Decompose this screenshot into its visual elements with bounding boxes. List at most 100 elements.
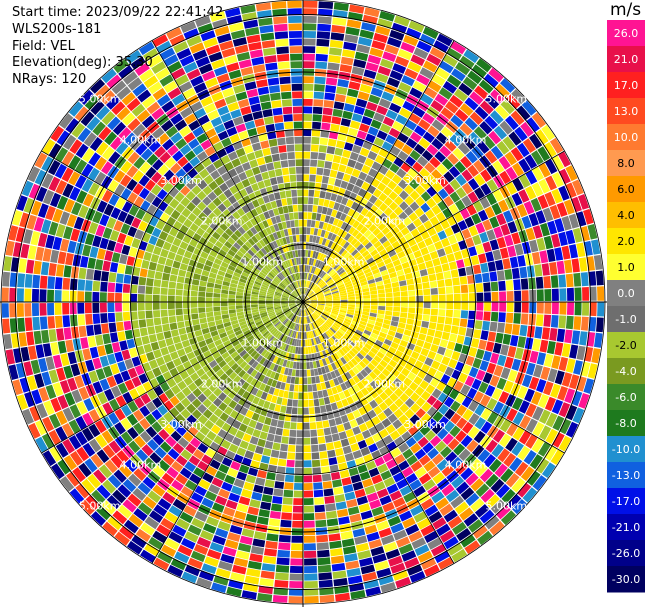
velocity-gate — [314, 251, 319, 259]
velocity-gate — [141, 259, 150, 269]
velocity-gate — [368, 316, 377, 321]
velocity-gate — [140, 393, 151, 405]
velocity-gate — [381, 226, 391, 236]
velocity-gate — [216, 33, 232, 44]
velocity-gate — [317, 298, 325, 301]
velocity-gate — [288, 15, 302, 23]
velocity-gate — [514, 126, 528, 142]
velocity-gate — [303, 430, 311, 438]
velocity-gate — [354, 161, 364, 171]
velocity-gate — [372, 343, 381, 351]
velocity-gate — [414, 448, 427, 460]
velocity-gate — [440, 219, 450, 230]
velocity-gate — [231, 257, 240, 265]
velocity-gate — [268, 138, 278, 147]
velocity-gate — [269, 233, 276, 242]
velocity-gate — [382, 51, 397, 62]
velocity-gate — [174, 254, 183, 263]
velocity-gate — [335, 195, 343, 204]
velocity-gate — [399, 510, 413, 522]
velocity-gate — [317, 305, 325, 308]
velocity-gate — [272, 595, 288, 603]
velocity-gate — [266, 243, 273, 252]
velocity-gate — [305, 308, 309, 316]
velocity-gate — [55, 180, 68, 195]
velocity-gate — [403, 419, 414, 431]
velocity-gate — [363, 268, 372, 275]
velocity-gate — [311, 322, 315, 330]
velocity-gate — [271, 328, 278, 336]
velocity-gate — [165, 337, 174, 347]
colorbar-segment — [607, 410, 645, 437]
velocity-gate — [476, 302, 484, 311]
velocity-gate — [179, 125, 192, 138]
velocity-gate — [134, 364, 145, 376]
velocity-gate — [189, 156, 201, 167]
velocity-gate — [474, 273, 483, 284]
velocity-gate — [132, 83, 147, 97]
velocity-gate — [347, 360, 355, 369]
velocity-gate — [196, 335, 205, 343]
velocity-gate — [227, 264, 236, 272]
velocity-gate — [244, 120, 256, 130]
velocity-gate — [419, 327, 428, 335]
velocity-gate — [554, 247, 564, 261]
velocity-gate — [183, 28, 200, 40]
velocity-gate — [531, 182, 544, 197]
velocity-gate — [319, 587, 334, 596]
velocity-gate — [544, 289, 552, 301]
colorbar-tick: -17.0 — [612, 495, 640, 508]
velocity-gate — [342, 241, 350, 249]
velocity-gate — [268, 426, 277, 435]
velocity-gate — [241, 223, 250, 232]
velocity-gate — [474, 320, 483, 330]
velocity-gate — [492, 160, 505, 174]
velocity-gate — [148, 334, 158, 343]
velocity-gate — [270, 327, 277, 334]
velocity-gate — [307, 290, 312, 297]
velocity-gate — [84, 302, 92, 314]
velocity-gate — [320, 130, 330, 138]
velocity-gate — [299, 332, 302, 339]
velocity-gate — [409, 190, 420, 201]
velocity-gate — [344, 233, 352, 241]
velocity-gate — [235, 123, 247, 133]
velocity-gate — [308, 293, 315, 298]
velocity-gate — [292, 505, 303, 513]
velocity-gate — [177, 214, 187, 224]
velocity-gate — [317, 557, 331, 566]
velocity-gate — [305, 272, 308, 280]
velocity-gate — [344, 363, 352, 371]
velocity-gate — [168, 316, 177, 324]
velocity-gate — [285, 360, 291, 368]
velocity-gate — [307, 204, 313, 212]
velocity-gate — [431, 73, 446, 87]
velocity-gate — [313, 489, 324, 498]
velocity-gate — [107, 179, 119, 193]
velocity-gate — [358, 258, 366, 265]
velocity-gate — [120, 223, 131, 235]
velocity-gate — [250, 369, 258, 378]
velocity-gate — [289, 303, 296, 306]
velocity-gate — [437, 363, 448, 373]
velocity-gate — [324, 292, 332, 296]
velocity-gate — [254, 281, 262, 286]
velocity-gate — [374, 276, 383, 283]
velocity-gate — [241, 488, 253, 499]
velocity-gate — [191, 517, 205, 529]
velocity-gate — [146, 351, 155, 362]
velocity-gate — [419, 213, 429, 224]
velocity-gate — [315, 328, 320, 336]
velocity-gate — [102, 521, 118, 537]
velocity-gate — [295, 445, 303, 453]
velocity-gate — [337, 376, 344, 384]
velocity-gate — [212, 364, 221, 373]
velocity-gate — [348, 302, 356, 305]
velocity-gate — [388, 211, 398, 221]
velocity-gate — [274, 293, 282, 297]
velocity-gate — [281, 253, 287, 261]
velocity-gate — [289, 296, 297, 300]
velocity-gate — [479, 231, 489, 243]
velocity-gate — [345, 166, 354, 175]
velocity-gate — [343, 41, 357, 51]
